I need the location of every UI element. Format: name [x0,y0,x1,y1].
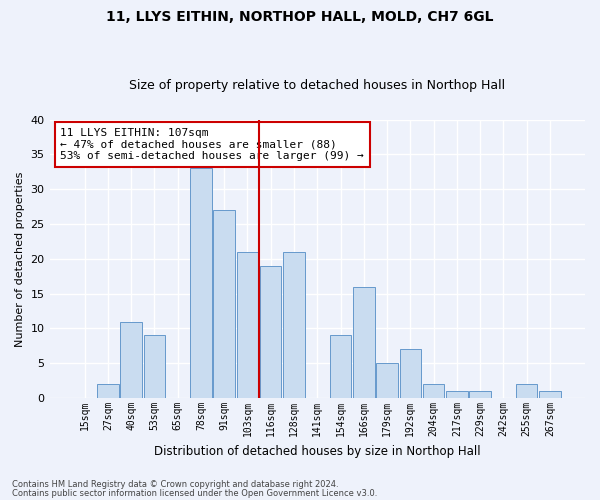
Title: Size of property relative to detached houses in Northop Hall: Size of property relative to detached ho… [129,79,505,92]
Bar [214,210,235,398]
Text: Contains public sector information licensed under the Open Government Licence v3: Contains public sector information licen… [12,490,377,498]
Bar [376,364,398,398]
Bar [283,252,305,398]
Text: 11, LLYS EITHIN, NORTHOP HALL, MOLD, CH7 6GL: 11, LLYS EITHIN, NORTHOP HALL, MOLD, CH7… [106,10,494,24]
Bar [446,391,467,398]
Bar [353,286,374,398]
Bar [539,391,560,398]
X-axis label: Distribution of detached houses by size in Northop Hall: Distribution of detached houses by size … [154,444,481,458]
Bar [423,384,445,398]
Bar [97,384,119,398]
Bar [237,252,258,398]
Bar [516,384,538,398]
Y-axis label: Number of detached properties: Number of detached properties [15,171,25,346]
Text: 11 LLYS EITHIN: 107sqm
← 47% of detached houses are smaller (88)
53% of semi-det: 11 LLYS EITHIN: 107sqm ← 47% of detached… [60,128,364,161]
Bar [330,336,351,398]
Bar [469,391,491,398]
Bar [260,266,281,398]
Bar [400,350,421,398]
Text: Contains HM Land Registry data © Crown copyright and database right 2024.: Contains HM Land Registry data © Crown c… [12,480,338,489]
Bar [190,168,212,398]
Bar [121,322,142,398]
Bar [143,336,165,398]
